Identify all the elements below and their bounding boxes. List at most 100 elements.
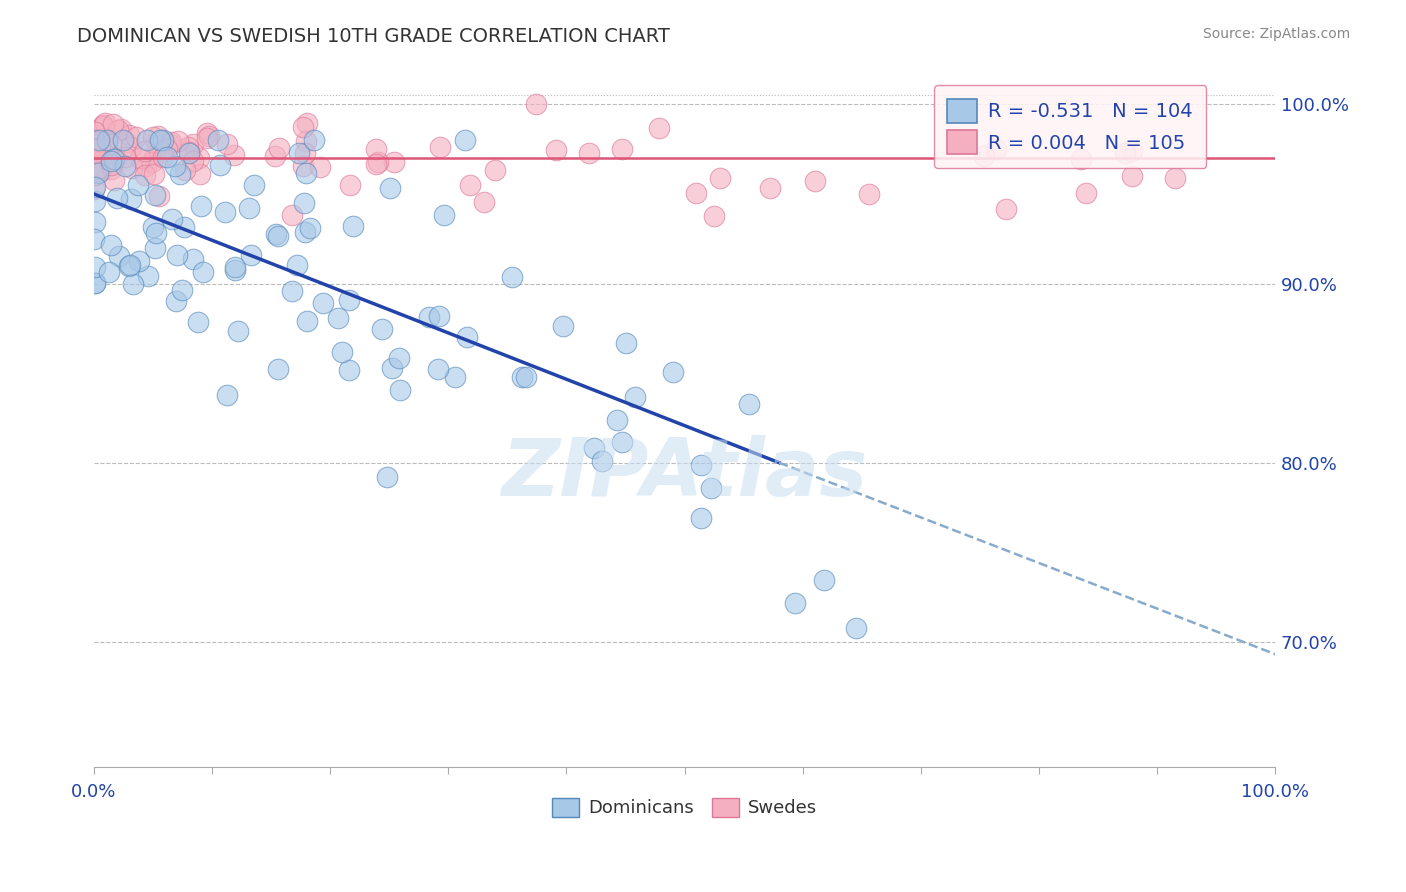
Text: ZIPAtlas: ZIPAtlas bbox=[502, 434, 868, 513]
Point bbox=[295, 314, 318, 328]
Point bbox=[239, 248, 262, 262]
Point bbox=[114, 159, 136, 173]
Point bbox=[83, 276, 105, 290]
Point bbox=[136, 269, 159, 284]
Point bbox=[759, 180, 782, 194]
Point bbox=[624, 390, 647, 404]
Point bbox=[84, 125, 107, 139]
Point bbox=[141, 130, 163, 145]
Point bbox=[143, 148, 166, 162]
Point bbox=[382, 155, 405, 169]
Point bbox=[375, 469, 398, 483]
Point bbox=[89, 165, 111, 179]
Point bbox=[337, 363, 360, 377]
Point bbox=[111, 133, 134, 147]
Point bbox=[1070, 152, 1092, 166]
Point bbox=[160, 211, 183, 226]
Point bbox=[472, 194, 495, 209]
Point bbox=[326, 310, 349, 325]
Point bbox=[312, 296, 335, 310]
Point bbox=[263, 149, 285, 163]
Point bbox=[143, 241, 166, 255]
Text: DOMINICAN VS SWEDISH 10TH GRADE CORRELATION CHART: DOMINICAN VS SWEDISH 10TH GRADE CORRELAT… bbox=[77, 27, 671, 45]
Point bbox=[135, 159, 157, 173]
Point bbox=[84, 149, 107, 163]
Point bbox=[709, 170, 731, 185]
Point bbox=[145, 226, 167, 240]
Point bbox=[294, 226, 316, 240]
Point bbox=[91, 118, 114, 132]
Point bbox=[858, 186, 880, 201]
Point bbox=[418, 310, 440, 325]
Point bbox=[458, 178, 481, 193]
Point bbox=[703, 210, 725, 224]
Point bbox=[83, 214, 105, 228]
Point bbox=[553, 319, 575, 334]
Point bbox=[285, 258, 308, 272]
Point bbox=[96, 145, 118, 159]
Point bbox=[984, 143, 1007, 157]
Point bbox=[128, 254, 150, 268]
Point bbox=[107, 123, 129, 137]
Point bbox=[648, 121, 671, 136]
Legend: Dominicans, Swedes: Dominicans, Swedes bbox=[544, 791, 824, 824]
Point bbox=[380, 361, 402, 376]
Point bbox=[96, 135, 118, 149]
Point bbox=[501, 270, 523, 285]
Point bbox=[332, 344, 354, 359]
Point bbox=[690, 511, 713, 525]
Point bbox=[804, 174, 827, 188]
Point bbox=[84, 142, 107, 156]
Point bbox=[124, 130, 146, 145]
Point bbox=[177, 145, 200, 160]
Point bbox=[295, 134, 318, 148]
Point bbox=[121, 161, 143, 175]
Point bbox=[427, 362, 450, 376]
Point bbox=[129, 151, 152, 165]
Point bbox=[110, 122, 132, 136]
Point bbox=[83, 180, 105, 194]
Point bbox=[813, 573, 835, 587]
Point bbox=[281, 284, 304, 298]
Point bbox=[1164, 171, 1187, 186]
Point bbox=[159, 137, 181, 152]
Point bbox=[148, 129, 170, 144]
Point bbox=[295, 166, 318, 180]
Point bbox=[298, 221, 321, 235]
Point bbox=[100, 136, 122, 151]
Point bbox=[367, 155, 389, 169]
Point bbox=[169, 167, 191, 181]
Point bbox=[215, 137, 238, 152]
Point bbox=[148, 133, 170, 147]
Point bbox=[134, 168, 156, 182]
Point bbox=[103, 152, 125, 166]
Point bbox=[156, 150, 179, 164]
Point bbox=[294, 195, 316, 210]
Point bbox=[108, 249, 131, 263]
Point bbox=[783, 596, 806, 610]
Point bbox=[166, 248, 188, 262]
Point bbox=[183, 154, 205, 169]
Point bbox=[294, 145, 316, 160]
Point bbox=[267, 361, 290, 376]
Point bbox=[89, 161, 111, 176]
Point bbox=[177, 140, 200, 154]
Point bbox=[994, 202, 1017, 217]
Point bbox=[443, 369, 465, 384]
Point bbox=[224, 260, 246, 274]
Point bbox=[591, 454, 613, 468]
Point bbox=[181, 136, 204, 151]
Point bbox=[198, 129, 221, 144]
Point bbox=[690, 458, 713, 472]
Point bbox=[700, 482, 723, 496]
Point bbox=[297, 116, 319, 130]
Point bbox=[342, 219, 364, 234]
Point bbox=[364, 142, 387, 156]
Point bbox=[685, 186, 707, 200]
Point bbox=[83, 134, 105, 148]
Point bbox=[195, 131, 218, 145]
Point bbox=[187, 315, 209, 329]
Point bbox=[370, 322, 392, 336]
Point bbox=[214, 205, 236, 219]
Text: Source: ZipAtlas.com: Source: ZipAtlas.com bbox=[1202, 27, 1350, 41]
